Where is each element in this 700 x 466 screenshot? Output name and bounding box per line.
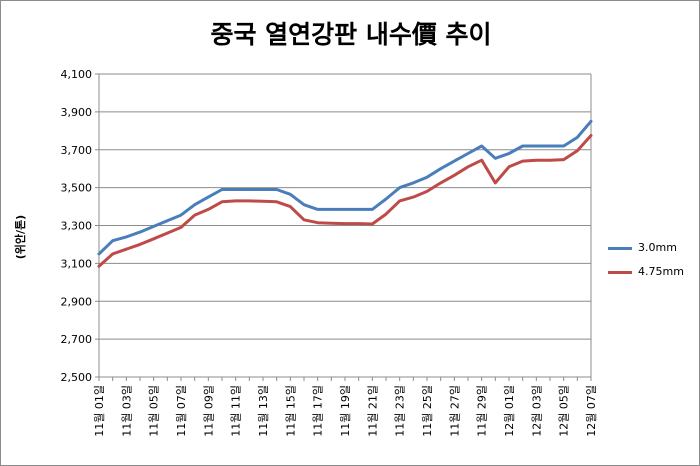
y-tick-label: 3,100 xyxy=(61,257,93,270)
x-tick-label: 11월 13일 xyxy=(256,385,270,437)
y-tick-label: 3,500 xyxy=(61,182,93,195)
x-tick-label: 11월 11일 xyxy=(229,385,243,437)
y-tick-label: 3,300 xyxy=(61,220,93,233)
y-tick-label: 3,700 xyxy=(61,144,93,157)
x-tick-label: 12월 07일 xyxy=(584,385,598,437)
y-tick-label: 4,100 xyxy=(61,68,93,81)
x-tick-label: 11월 15일 xyxy=(283,385,297,437)
x-tick-label: 11월 01일 xyxy=(92,385,106,437)
x-tick-label: 11월 07일 xyxy=(174,385,188,437)
x-tick-label: 11월 21일 xyxy=(365,385,379,437)
legend-swatch-3mm xyxy=(608,247,632,250)
x-tick-label: 12월 05일 xyxy=(557,385,571,437)
x-tick-label: 11월 25일 xyxy=(420,385,434,437)
x-tick-label: 11월 23일 xyxy=(393,385,407,437)
x-tick-label: 11월 05일 xyxy=(147,385,161,437)
x-tick-label: 12월 01일 xyxy=(502,385,516,437)
x-tick-label: 11월 27일 xyxy=(447,385,461,437)
legend-item-4-75mm: 4.75mm xyxy=(608,265,698,279)
x-tick-label: 12월 03일 xyxy=(529,385,543,437)
series-line-4-75mm xyxy=(97,134,593,268)
x-tick-label: 11월 17일 xyxy=(311,385,325,437)
y-tick-label: 3,900 xyxy=(61,106,93,119)
series-line-3mm xyxy=(97,119,593,256)
legend-label-3mm: 3.0mm xyxy=(638,241,677,254)
x-tick-label: 11월 29일 xyxy=(475,385,489,437)
x-tick-label: 11월 19일 xyxy=(338,385,352,437)
x-tick-label: 11월 03일 xyxy=(119,385,133,437)
y-tick-label: 2,500 xyxy=(61,371,93,384)
x-tick-label: 11월 09일 xyxy=(201,385,215,437)
y-tick-label: 2,700 xyxy=(61,333,93,346)
legend-swatch-4-75mm xyxy=(608,271,632,274)
y-axis-label: (위안/톤) xyxy=(14,214,27,260)
legend-item-3mm: 3.0mm xyxy=(608,241,698,255)
chart-title: 중국 열연강판 내수價 추이 xyxy=(210,20,492,49)
y-tick-label: 2,900 xyxy=(61,295,93,308)
legend-label-4-75mm: 4.75mm xyxy=(638,265,684,278)
